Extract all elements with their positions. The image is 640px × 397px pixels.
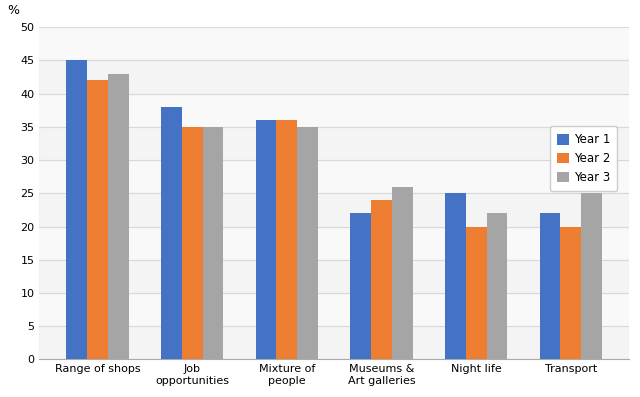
Legend: Year 1, Year 2, Year 3: Year 1, Year 2, Year 3 [550, 126, 617, 191]
Y-axis label: %: % [7, 4, 19, 17]
Bar [40, 227, 629, 260]
Bar [297, 127, 318, 359]
Bar [445, 193, 466, 359]
Bar [66, 60, 87, 359]
Bar [40, 293, 629, 326]
Bar [40, 326, 629, 359]
Bar [540, 213, 561, 359]
Bar [466, 227, 486, 359]
Bar [371, 200, 392, 359]
Bar [581, 193, 602, 359]
Bar [40, 193, 629, 227]
Bar [40, 260, 629, 293]
Bar [40, 160, 629, 193]
Bar [255, 120, 276, 359]
Bar [350, 213, 371, 359]
Bar [87, 81, 108, 359]
Bar [161, 107, 182, 359]
Bar [561, 227, 581, 359]
Bar [202, 127, 223, 359]
Bar [108, 74, 129, 359]
Bar [40, 94, 629, 127]
Bar [182, 127, 202, 359]
Bar [276, 120, 297, 359]
Bar [40, 127, 629, 160]
Bar [40, 60, 629, 94]
Bar [40, 27, 629, 60]
Bar [392, 187, 413, 359]
Bar [486, 213, 508, 359]
